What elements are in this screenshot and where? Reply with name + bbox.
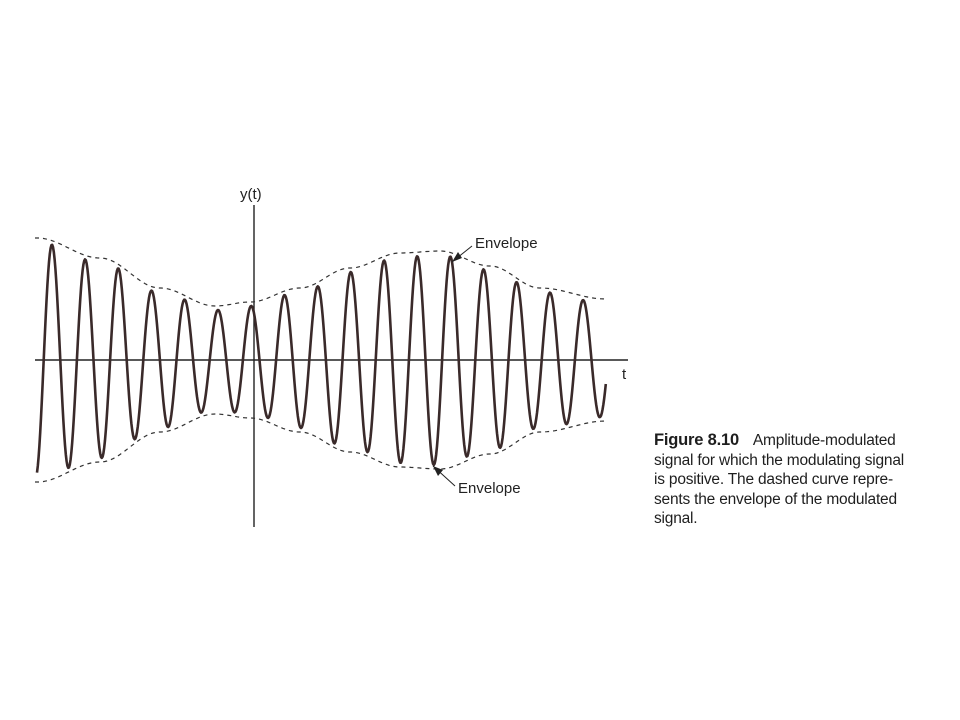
caption-line-4: sents the envelope of the modulated (654, 490, 897, 508)
figure-caption: Figure 8.10 Amplitude-modulated signal fo… (654, 431, 954, 529)
upper-envelope-arrowhead (452, 252, 462, 262)
lower-envelope-label: Envelope (458, 480, 521, 497)
t-axis-label: t (622, 366, 627, 383)
lower-envelope-curve (35, 413, 606, 483)
caption-line-5: signal. (654, 510, 698, 527)
upper-envelope-curve (35, 237, 606, 307)
figure-number: Figure 8.10 (654, 431, 739, 449)
modulated-signal-curve (35, 243, 608, 473)
caption-line-2: signal for which the modulating signal (654, 451, 905, 469)
lower-envelope-arrowhead (433, 466, 443, 476)
upper-envelope-label: Envelope (475, 235, 538, 252)
y-axis-label: y(t) (240, 186, 262, 203)
caption-line-3: is positive. The dashed curve repre- (654, 471, 893, 488)
caption-line-1: Amplitude-modulated (752, 432, 896, 449)
